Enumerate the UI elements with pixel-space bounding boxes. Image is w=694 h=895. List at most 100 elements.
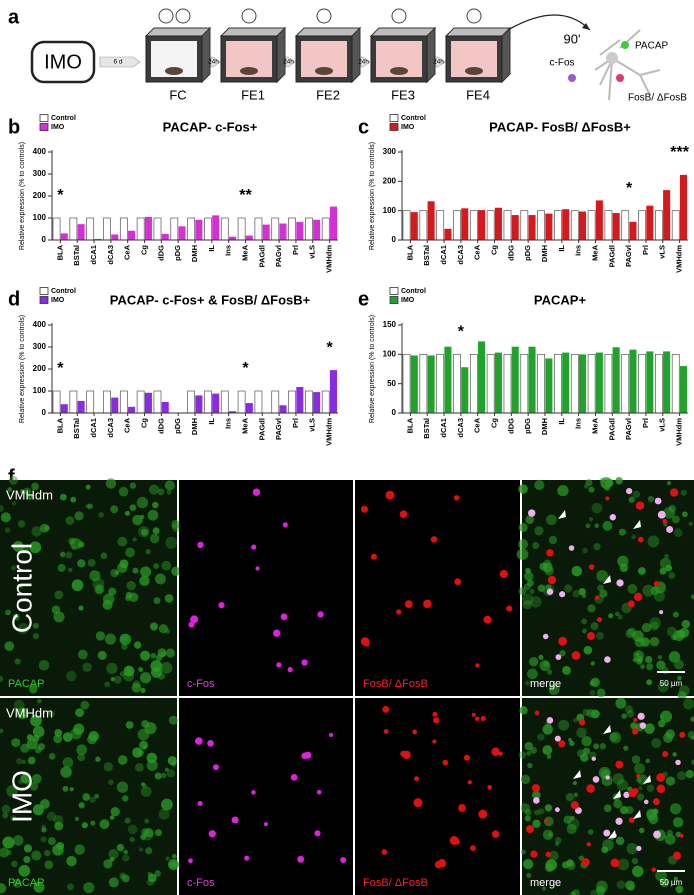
x-tick-label: vLS xyxy=(308,245,317,259)
x-tick-label: DMH xyxy=(540,418,549,435)
x-tick-label: MeA xyxy=(590,244,599,260)
pacap-cell xyxy=(32,725,45,738)
pacap-cell xyxy=(38,659,50,671)
bar xyxy=(60,233,68,240)
arrow xyxy=(210,56,221,68)
pacap-cell xyxy=(53,611,65,623)
pacap-cell xyxy=(69,787,74,792)
pacap-cell xyxy=(80,700,90,710)
fosb-cell xyxy=(382,705,390,713)
pacap-cell xyxy=(13,699,25,711)
cfos-cell xyxy=(554,807,560,813)
pacap-cell xyxy=(625,880,635,891)
session-label: FE2 xyxy=(316,87,340,102)
x-tick-label: VMHdm xyxy=(325,245,334,273)
pacap-cell xyxy=(671,515,680,524)
pacap-cell xyxy=(529,588,535,594)
bar xyxy=(587,210,596,241)
fosb-cell xyxy=(558,740,566,748)
bar xyxy=(153,217,162,241)
pacap-cell xyxy=(100,552,108,560)
pacap-cell xyxy=(147,509,159,521)
pacap-cell xyxy=(573,792,578,798)
pacap-cell xyxy=(31,482,39,491)
pacap-cell xyxy=(165,536,178,549)
bar xyxy=(237,217,246,241)
x-tick-label: dCA1 xyxy=(89,245,98,265)
bar xyxy=(288,390,296,414)
pacap-cell xyxy=(123,849,128,855)
pacap-cell xyxy=(31,850,42,861)
y-tick-label: 0 xyxy=(42,408,47,417)
speaker-icon xyxy=(316,8,332,24)
cfos-cell xyxy=(287,666,293,673)
box-side xyxy=(501,26,511,84)
arrowhead xyxy=(603,725,611,734)
bar xyxy=(663,351,671,413)
cfos-cell xyxy=(605,775,610,780)
pacap-cell xyxy=(616,880,626,890)
x-tick-label: dCA1 xyxy=(439,245,448,265)
cfos-cell xyxy=(290,773,298,781)
x-tick-label: vLS xyxy=(658,245,667,259)
pacap-cell xyxy=(625,628,636,639)
fosb-cell xyxy=(442,759,449,766)
bar xyxy=(321,217,330,241)
y-axis-label: Relative expression (% to controls) xyxy=(369,142,376,250)
pacap-cell xyxy=(59,551,66,558)
bar xyxy=(629,221,637,240)
x-tick-label: dCA3 xyxy=(106,418,115,438)
fosb-cell xyxy=(672,851,682,860)
pacap-cell xyxy=(12,835,24,846)
y-tick-label: 300 xyxy=(33,342,47,351)
pacap-cell xyxy=(566,823,577,835)
pacap-cell xyxy=(527,762,533,769)
cfos-cell xyxy=(615,817,623,825)
pacap-cell xyxy=(653,590,665,602)
pacap-cell xyxy=(103,859,113,869)
fosb-cell xyxy=(652,798,660,806)
pacap-cell xyxy=(516,548,529,561)
fosb-cell xyxy=(530,850,538,858)
mouse xyxy=(240,67,258,75)
pacap-cell xyxy=(546,514,557,526)
x-tick-label: dDG xyxy=(156,245,165,261)
fosb-cell xyxy=(478,809,488,819)
bar xyxy=(254,217,263,241)
y-axis-label: Relative expression (% to controls) xyxy=(369,315,376,423)
pacap-cell xyxy=(108,848,119,860)
pacap-cell xyxy=(628,496,635,503)
bar xyxy=(554,353,562,414)
pacap-cell xyxy=(582,547,588,554)
cfos-cell xyxy=(657,510,666,519)
fosb-cell xyxy=(653,581,660,587)
cfos-cell xyxy=(317,611,324,618)
cfos-cell xyxy=(255,566,260,571)
pacap-cell xyxy=(614,611,620,617)
pacap-cell xyxy=(580,753,589,762)
cfos-cell xyxy=(251,790,256,795)
pacap-cell xyxy=(16,707,29,720)
bar xyxy=(136,217,145,241)
fosb-cell xyxy=(499,569,508,579)
fosb-cell xyxy=(546,549,554,557)
scale-label: 50 µm xyxy=(660,878,683,887)
pacap-cell xyxy=(659,567,667,575)
x-tick-label: PAGdl xyxy=(257,418,266,440)
pacap-cell xyxy=(0,512,11,523)
arrow xyxy=(435,56,446,68)
pacap-cell xyxy=(41,827,47,833)
pacap-cell xyxy=(125,595,132,602)
pacap-cell xyxy=(572,889,580,895)
pacap-cell xyxy=(78,802,85,809)
bar xyxy=(170,217,179,241)
fosb-cell xyxy=(432,711,438,717)
fosb-cell xyxy=(544,818,549,823)
pacap-cell xyxy=(578,587,586,596)
bar xyxy=(212,393,220,413)
pacap-cell xyxy=(649,636,660,647)
pacap-cell xyxy=(533,809,540,816)
arrowhead xyxy=(633,810,641,819)
pacap-cell xyxy=(636,793,645,801)
